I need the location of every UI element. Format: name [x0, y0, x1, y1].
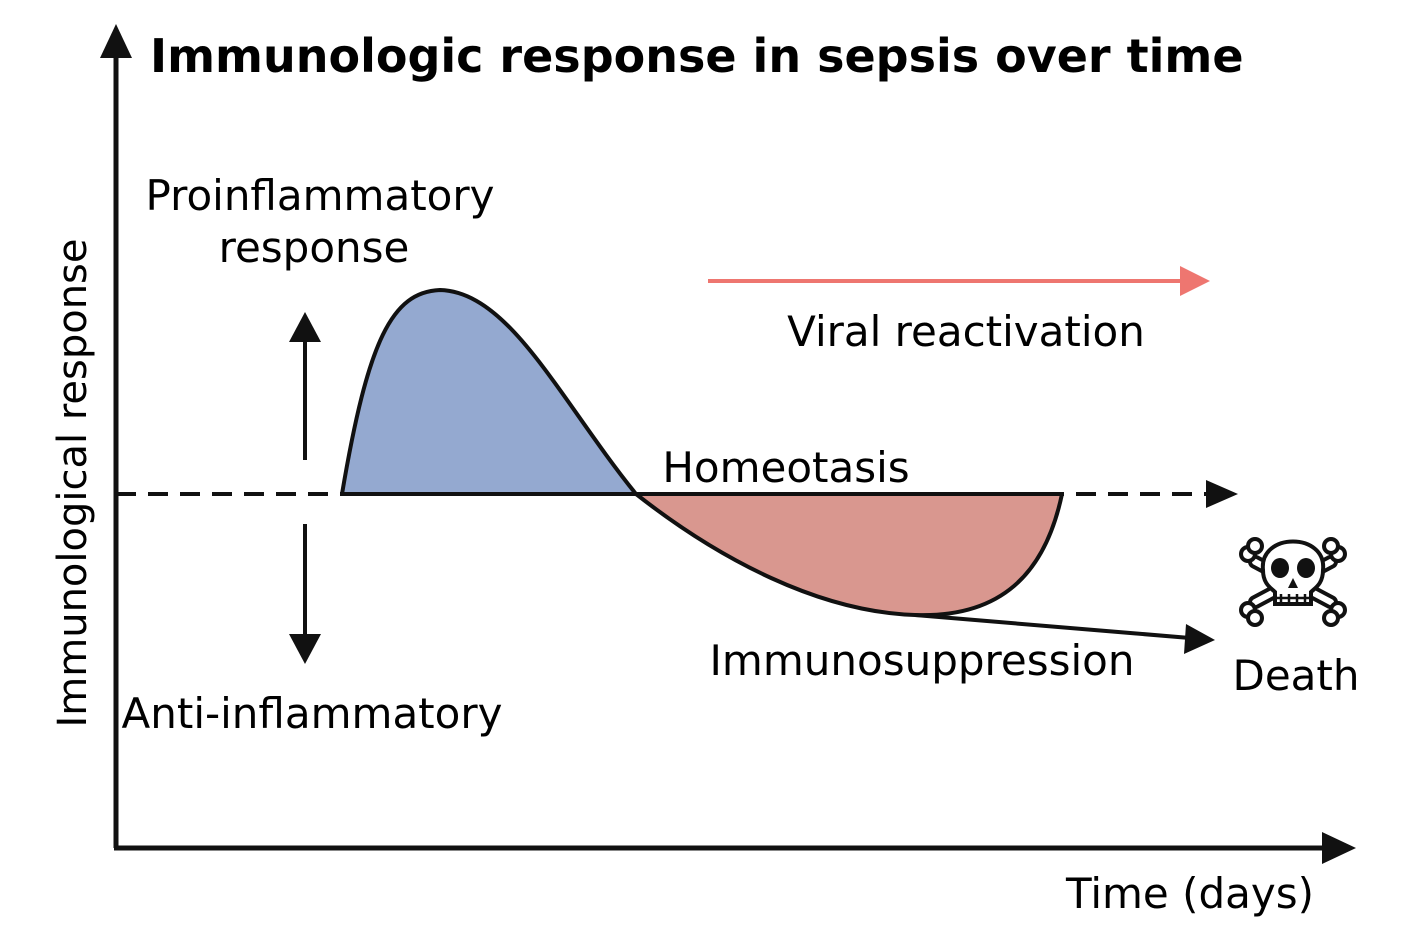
- axes: [100, 24, 1356, 864]
- proinflammatory-label-line2: response: [219, 223, 410, 272]
- baseline-arrowhead: [1206, 480, 1238, 508]
- immunosuppression-curve: [634, 492, 1064, 618]
- immunosuppression-label: Immunosuppression: [710, 636, 1135, 685]
- up-arrowhead: [289, 312, 321, 342]
- death-arrow: [914, 613, 1215, 654]
- y-axis-label: Immunological response: [50, 238, 96, 727]
- homeostasis-label: Homeotasis: [662, 443, 909, 492]
- response-direction-arrows: [289, 312, 321, 664]
- skull-and-crossbones-icon: [1239, 537, 1347, 627]
- death-arrow-shaft: [914, 613, 1191, 640]
- viral-arrowhead: [1180, 266, 1210, 296]
- down-arrowhead: [289, 634, 321, 664]
- viral-reactivation-arrow: [708, 266, 1210, 296]
- proinflammatory-label-line1: Proinflammatory: [146, 171, 495, 220]
- death-arrowhead: [1184, 624, 1215, 654]
- x-axis-arrowhead: [1322, 832, 1356, 864]
- death-label: Death: [1232, 651, 1359, 700]
- anti-inflammatory-label: Anti-inflammatory: [122, 689, 503, 738]
- x-axis-label: Time (days): [1065, 869, 1314, 918]
- diagram-title: Immunologic response in sepsis over time: [150, 29, 1244, 83]
- proinflammatory-curve: [340, 288, 638, 496]
- y-axis-arrowhead: [100, 24, 132, 58]
- viral-reactivation-label: Viral reactivation: [787, 307, 1145, 356]
